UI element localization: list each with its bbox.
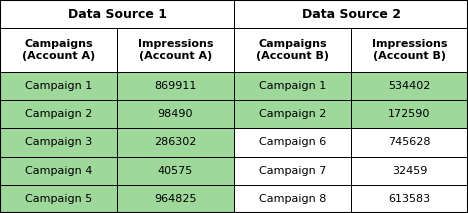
Bar: [117, 28, 234, 72]
Text: 869911: 869911: [154, 81, 197, 91]
Text: 964825: 964825: [154, 194, 197, 204]
Text: Campaign 5: Campaign 5: [25, 194, 92, 204]
Bar: [117, 185, 234, 213]
Bar: [234, 72, 351, 100]
Text: 534402: 534402: [388, 81, 431, 91]
Text: Campaign 2: Campaign 2: [25, 109, 92, 119]
Text: 172590: 172590: [388, 109, 431, 119]
Text: Campaign 7: Campaign 7: [259, 166, 326, 176]
Text: Campaigns
(Account A): Campaigns (Account A): [22, 39, 95, 61]
Bar: [234, 185, 351, 213]
Text: Campaign 3: Campaign 3: [25, 137, 92, 147]
Bar: [234, 157, 351, 185]
Text: Campaign 2: Campaign 2: [259, 109, 326, 119]
Bar: [351, 100, 468, 128]
Bar: [234, 28, 351, 72]
Text: 286302: 286302: [154, 137, 197, 147]
Bar: [0, 157, 117, 185]
Bar: [351, 185, 468, 213]
Bar: [0, 100, 117, 128]
Text: Campaign 1: Campaign 1: [259, 81, 326, 91]
Bar: [0, 185, 117, 213]
Text: 98490: 98490: [158, 109, 193, 119]
Text: Data Source 1: Data Source 1: [67, 8, 167, 21]
Text: 32459: 32459: [392, 166, 427, 176]
Bar: [234, 0, 468, 28]
Text: 613583: 613583: [388, 194, 431, 204]
Text: Impressions
(Account A): Impressions (Account A): [138, 39, 213, 61]
Bar: [351, 28, 468, 72]
Bar: [0, 72, 117, 100]
Text: Campaigns
(Account B): Campaigns (Account B): [256, 39, 329, 61]
Bar: [0, 28, 117, 72]
Text: Campaign 1: Campaign 1: [25, 81, 92, 91]
Text: Impressions
(Account B): Impressions (Account B): [372, 39, 447, 61]
Text: 40575: 40575: [158, 166, 193, 176]
Bar: [351, 128, 468, 157]
Bar: [117, 157, 234, 185]
Text: 745628: 745628: [388, 137, 431, 147]
Bar: [234, 100, 351, 128]
Bar: [117, 72, 234, 100]
Text: Data Source 2: Data Source 2: [301, 8, 401, 21]
Text: Campaign 4: Campaign 4: [25, 166, 92, 176]
Bar: [0, 128, 117, 157]
Bar: [0, 0, 234, 28]
Bar: [351, 72, 468, 100]
Text: Campaign 6: Campaign 6: [259, 137, 326, 147]
Bar: [117, 128, 234, 157]
Bar: [351, 157, 468, 185]
Bar: [117, 100, 234, 128]
Bar: [234, 128, 351, 157]
Text: Campaign 8: Campaign 8: [259, 194, 326, 204]
